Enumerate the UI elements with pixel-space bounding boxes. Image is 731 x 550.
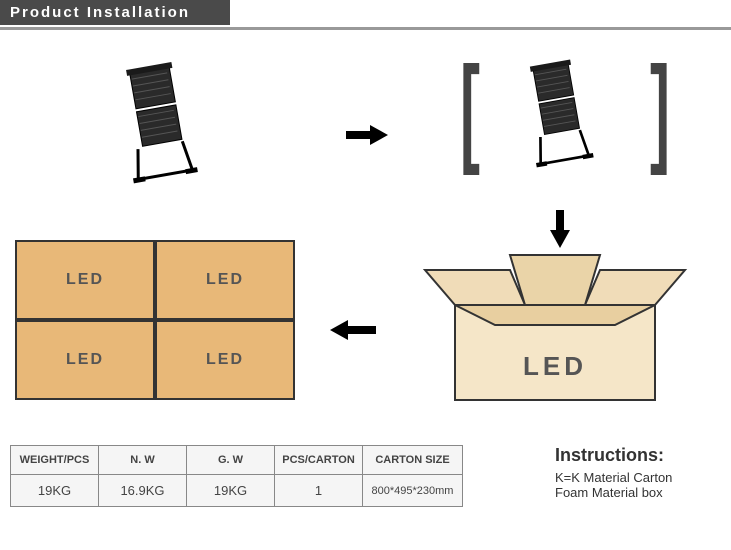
open-carton: LED (415, 250, 695, 420)
th-gw: G. W (187, 446, 275, 475)
section-header: Product Installation (0, 0, 230, 25)
th-nw: N. W (99, 446, 187, 475)
arrow-down-icon (550, 230, 570, 248)
instructions-title: Instructions: (555, 445, 672, 466)
led-light-in-foam (520, 55, 600, 190)
stacked-boxes: LED LED LED LED (15, 240, 295, 400)
box-1: LED (15, 240, 155, 320)
td-nw: 16.9KG (99, 475, 187, 507)
table-header-row: WEIGHT/PCS N. W G. W PCS/CARTON CARTON S… (11, 446, 463, 475)
instructions-line2: Foam Material box (555, 485, 672, 500)
bracket-left: [ (460, 40, 480, 178)
bracket-right: ] (650, 40, 670, 178)
box-2: LED (155, 240, 295, 320)
led-light-product (115, 60, 205, 205)
th-size: CARTON SIZE (363, 446, 463, 475)
box-3: LED (15, 320, 155, 400)
td-gw: 19KG (187, 475, 275, 507)
td-weight: 19KG (11, 475, 99, 507)
td-size: 800*495*230mm (363, 475, 463, 507)
spec-table: WEIGHT/PCS N. W G. W PCS/CARTON CARTON S… (10, 445, 463, 507)
arrow-right-icon (370, 125, 388, 145)
table-row: 19KG 16.9KG 19KG 1 800*495*230mm (11, 475, 463, 507)
instructions-block: Instructions: K=K Material Carton Foam M… (555, 445, 672, 500)
instructions-line1: K=K Material Carton (555, 470, 672, 485)
th-pcs: PCS/CARTON (275, 446, 363, 475)
td-pcs: 1 (275, 475, 363, 507)
svg-text:LED: LED (523, 351, 587, 381)
th-weight: WEIGHT/PCS (11, 446, 99, 475)
diagram-area: [ ] (0, 30, 731, 410)
arrow-left-icon (330, 320, 348, 340)
box-4: LED (155, 320, 295, 400)
